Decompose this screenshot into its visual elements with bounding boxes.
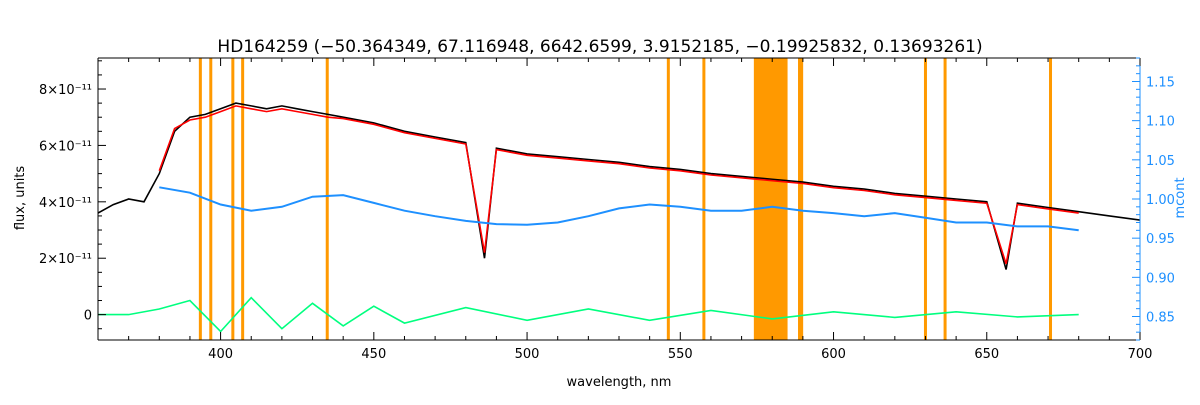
y2-tick-label: 1.10 bbox=[1146, 115, 1175, 130]
chart-title: HD164259 (−50.364349, 67.116948, 6642.65… bbox=[217, 37, 982, 57]
y2-axis-label: mcont bbox=[1173, 177, 1188, 218]
y2-tick-label: 0.95 bbox=[1146, 232, 1175, 247]
y-tick-label: 6×10⁻¹¹ bbox=[39, 139, 92, 154]
y2-tick-label: 1.00 bbox=[1146, 193, 1175, 208]
x-tick-label: 550 bbox=[668, 347, 693, 362]
y2-tick-label: 1.15 bbox=[1146, 76, 1175, 91]
series-lines bbox=[98, 102, 1140, 333]
y2-tick-label: 0.90 bbox=[1146, 271, 1175, 286]
continuum-line bbox=[159, 186, 1079, 232]
masked-bands bbox=[198, 58, 1053, 340]
x-tick-label: 400 bbox=[208, 347, 233, 362]
observed-spectrum-line bbox=[98, 102, 1140, 270]
y2-tick-label: 1.05 bbox=[1146, 154, 1175, 169]
x-tick-label: 450 bbox=[361, 347, 386, 362]
residuals-line bbox=[98, 296, 1079, 333]
y-tick-label: 8×10⁻¹¹ bbox=[39, 83, 92, 98]
y-tick-label: 2×10⁻¹¹ bbox=[39, 252, 92, 267]
x-tick-label: 500 bbox=[515, 347, 540, 362]
axis-ticks: 400 450 500 550 600 650 700 0 2×10⁻¹¹ 4×10⁻¹¹ 6×10… bbox=[39, 57, 1175, 362]
y2-tick-label: 0.85 bbox=[1146, 311, 1175, 326]
x-tick-label: 650 bbox=[974, 347, 999, 362]
model-spectrum-line bbox=[158, 105, 1079, 265]
y-tick-label: 4×10⁻¹¹ bbox=[39, 196, 92, 211]
x-tick-label: 600 bbox=[821, 347, 846, 362]
y-axis-label: flux, units bbox=[13, 166, 28, 231]
y-tick-label: 0 bbox=[84, 309, 92, 324]
masked-band bbox=[753, 58, 788, 340]
plot-frame bbox=[97, 57, 1141, 341]
x-axis-label: wavelength, nm bbox=[567, 375, 672, 390]
x-tick-label: 700 bbox=[1128, 347, 1153, 362]
